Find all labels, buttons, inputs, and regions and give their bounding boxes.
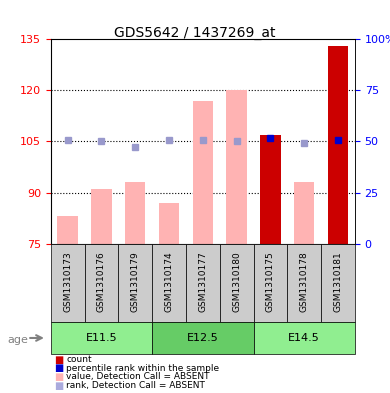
FancyBboxPatch shape [51, 322, 152, 354]
FancyBboxPatch shape [186, 244, 220, 322]
FancyBboxPatch shape [118, 244, 152, 322]
Text: value, Detection Call = ABSENT: value, Detection Call = ABSENT [66, 373, 210, 381]
Text: GSM1310181: GSM1310181 [333, 252, 342, 312]
Text: GDS5642 / 1437269_at: GDS5642 / 1437269_at [114, 26, 276, 40]
Text: ■: ■ [55, 372, 64, 382]
Text: GSM1310180: GSM1310180 [232, 252, 241, 312]
Bar [260, 135, 280, 244]
Text: GSM1310177: GSM1310177 [198, 252, 207, 312]
Bar [57, 217, 78, 244]
FancyBboxPatch shape [85, 244, 118, 322]
Text: E12.5: E12.5 [187, 333, 219, 343]
Text: ■: ■ [55, 363, 64, 373]
Text: E14.5: E14.5 [288, 333, 320, 343]
Text: age: age [8, 335, 29, 345]
Bar [227, 90, 247, 244]
FancyBboxPatch shape [254, 322, 355, 354]
Text: rank, Detection Call = ABSENT: rank, Detection Call = ABSENT [66, 381, 205, 390]
Bar [91, 189, 112, 244]
FancyBboxPatch shape [152, 244, 186, 322]
Bar [159, 203, 179, 244]
Bar [125, 182, 145, 244]
Text: ■: ■ [55, 354, 64, 365]
Text: E11.5: E11.5 [85, 333, 117, 343]
FancyBboxPatch shape [51, 244, 85, 322]
Text: GSM1310178: GSM1310178 [300, 252, 309, 312]
FancyBboxPatch shape [220, 244, 254, 322]
Bar [328, 46, 348, 244]
Text: count: count [66, 355, 92, 364]
Text: GSM1310175: GSM1310175 [266, 252, 275, 312]
Text: GSM1310174: GSM1310174 [165, 252, 174, 312]
FancyBboxPatch shape [254, 244, 287, 322]
Text: ■: ■ [55, 380, 64, 391]
Text: GSM1310173: GSM1310173 [63, 252, 72, 312]
FancyBboxPatch shape [287, 244, 321, 322]
Text: GSM1310176: GSM1310176 [97, 252, 106, 312]
Bar [193, 101, 213, 244]
Bar [294, 182, 314, 244]
Text: GSM1310179: GSM1310179 [131, 252, 140, 312]
Text: percentile rank within the sample: percentile rank within the sample [66, 364, 220, 373]
FancyBboxPatch shape [152, 322, 254, 354]
FancyBboxPatch shape [321, 244, 355, 322]
